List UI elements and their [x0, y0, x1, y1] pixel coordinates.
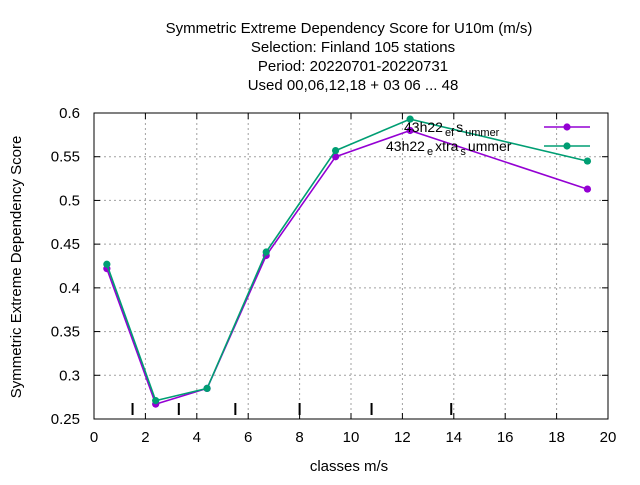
- y-tick-label: 0.25: [51, 411, 80, 428]
- title-line-1: Symmetric Extreme Dependency Score for U…: [166, 20, 533, 37]
- data-point: [331, 153, 340, 161]
- series-2: [103, 115, 592, 405]
- data-point: [331, 146, 340, 155]
- legend-label-part: ef: [445, 127, 455, 139]
- legend-label: 43h22 ef s ummer: [404, 119, 500, 139]
- legend-label-part: e: [427, 146, 433, 158]
- data-point: [103, 260, 111, 268]
- x-tick-label: 16: [497, 429, 514, 446]
- data-point: [203, 384, 211, 392]
- data-point: [262, 248, 270, 256]
- y-tick-label: 0.35: [51, 324, 80, 341]
- chart-title: Symmetric Extreme Dependency Score for U…: [166, 20, 533, 94]
- legend-marker: [563, 142, 571, 150]
- x-tick-label: 8: [295, 429, 303, 446]
- legend-marker: [563, 123, 571, 131]
- legend-label-part: 43h22: [386, 138, 425, 154]
- legend-label-part: s: [456, 119, 463, 135]
- legend-label: 43h22 e xtra s ummer: [386, 138, 512, 158]
- grid-lines: [94, 113, 608, 419]
- legend-label-part: ummer: [465, 127, 500, 139]
- title-line-2: Selection: Finland 105 stations: [251, 39, 455, 56]
- title-line-3: Period: 20220701-20220731: [258, 58, 448, 75]
- x-tick-label: 12: [394, 429, 411, 446]
- y-tick-label: 0.5: [59, 192, 80, 209]
- y-tick-label: 0.4: [59, 280, 80, 297]
- x-tick-label: 0: [90, 429, 98, 446]
- y-tick-label: 0.3: [59, 367, 80, 384]
- data-point: [152, 397, 160, 405]
- legend-label-part: xtra: [435, 138, 459, 154]
- data-point: [406, 126, 414, 135]
- y-axis-label: Symmetric Extreme Dependency Score: [8, 136, 25, 399]
- x-tick-labels: 0 2 4 6 8 10 12 14 16 18 20: [90, 429, 617, 446]
- axis-ticks: [93, 112, 609, 420]
- legend-entry-2: 43h22 e xtra s ummer: [386, 138, 590, 158]
- x-tick-label: 4: [193, 429, 201, 446]
- series-line: [106, 129, 588, 405]
- series-layer: [103, 115, 592, 408]
- legend-label-part: 43h22: [404, 119, 443, 135]
- y-tick-label: 0.6: [59, 105, 80, 122]
- x-tick-label: 6: [244, 429, 252, 446]
- title-line-4: Used 00,06,12,18 + 03 06 ... 48: [248, 77, 459, 94]
- x-tick-label: 14: [445, 429, 462, 446]
- y-tick-label: 0.45: [51, 236, 80, 253]
- series-1: [103, 126, 592, 408]
- legend-entry-1: 43h22 ef s ummer: [404, 119, 590, 139]
- data-point: [583, 185, 592, 193]
- legend-label-part: s: [460, 146, 466, 158]
- series-line: [106, 118, 588, 402]
- class-boundary-marks: [131, 403, 453, 415]
- data-point: [583, 157, 592, 165]
- x-axis-label: classes m/s: [310, 458, 388, 475]
- x-tick-label: 2: [141, 429, 149, 446]
- y-tick-labels: 0.25 0.3 0.35 0.4 0.45 0.5 0.55 0.6: [51, 105, 80, 428]
- data-point: [406, 115, 414, 123]
- x-tick-label: 10: [343, 429, 360, 446]
- x-tick-label: 18: [548, 429, 565, 446]
- y-tick-label: 0.55: [51, 149, 80, 166]
- legend-label-part: ummer: [468, 138, 512, 154]
- x-tick-label: 20: [600, 429, 617, 446]
